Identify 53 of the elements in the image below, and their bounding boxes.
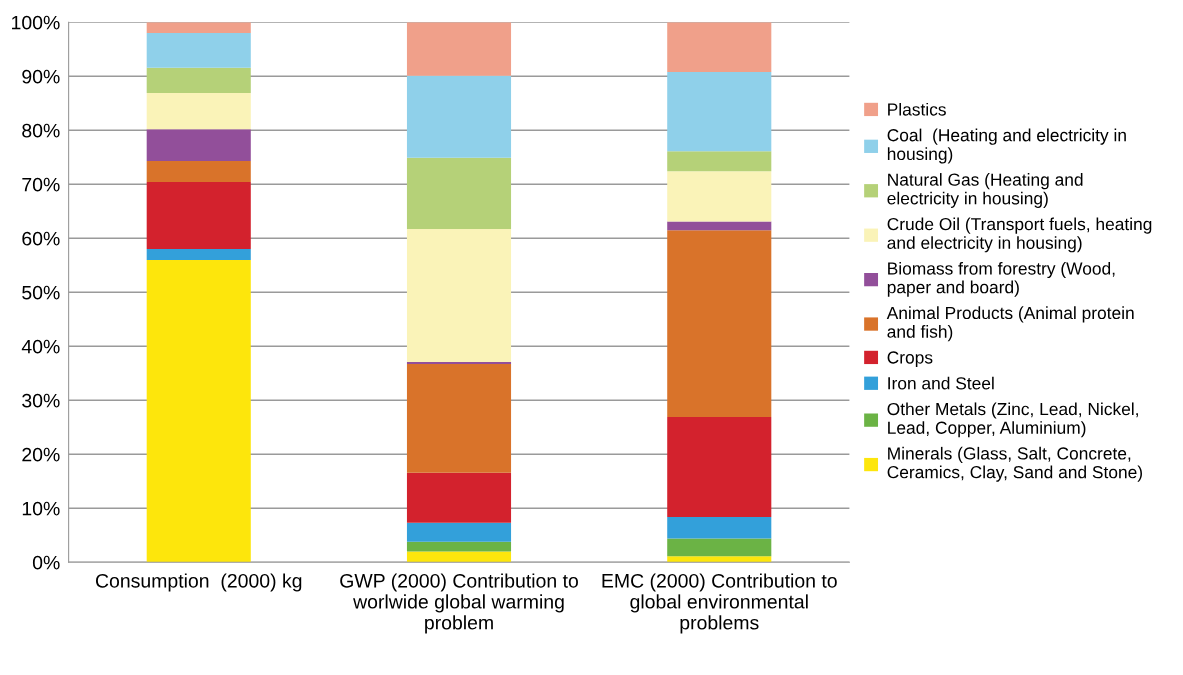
- bar: [146, 93, 251, 130]
- bar: [146, 161, 251, 183]
- x-tick-label: Consumption (2000) kg: [95, 573, 302, 592]
- legend-label: Crude Oil (Transport fuels, heating and electricity in housing): [887, 217, 1152, 253]
- bar: [146, 259, 251, 563]
- bar: [667, 556, 772, 563]
- bar: [406, 22, 512, 76]
- bar: [146, 182, 251, 250]
- bar: [406, 522, 512, 542]
- y-tick-label: 60%: [22, 231, 60, 246]
- bar: [406, 229, 512, 362]
- bar: [406, 551, 512, 563]
- legend-label: Natural Gas (Heating and electricity in housing): [887, 173, 1083, 208]
- legend-label: Minerals (Glass, Salt, Concrete, Ceramics, Clay, Sand and Stone): [887, 446, 1142, 482]
- bar: [146, 249, 251, 260]
- bar: [667, 417, 772, 517]
- legend-label: Iron and Steel: [888, 376, 994, 390]
- bar: [406, 157, 512, 230]
- legend-label: Biomass from forestry (Wood, paper and board): [887, 261, 1115, 297]
- legend-label: Crops: [887, 351, 933, 368]
- y-tick-label: 90%: [22, 69, 60, 84]
- y-tick-label: 40%: [21, 339, 60, 354]
- bar: [406, 472, 512, 523]
- bar: [667, 171, 772, 222]
- bar: [406, 75, 512, 158]
- bar: [146, 129, 251, 162]
- legend-label: Plastics: [888, 102, 946, 116]
- bar: [406, 541, 512, 552]
- y-tick-label: 10%: [22, 501, 60, 516]
- bar: [146, 67, 251, 94]
- y-tick-label: 70%: [22, 177, 60, 192]
- legend-label: Coal (Heating and electricity in housing): [887, 128, 1126, 164]
- y-tick-label: 0%: [32, 555, 60, 570]
- bar: [667, 538, 772, 557]
- x-tick-label: EMC (2000) Contribution to global environmental problems: [602, 573, 837, 634]
- bar: [667, 516, 772, 539]
- bar: [667, 230, 772, 418]
- y-tick-label: 100%: [12, 15, 60, 30]
- y-tick-label: 30%: [22, 393, 60, 408]
- bar: [406, 364, 512, 473]
- y-tick-label: 20%: [22, 447, 60, 462]
- y-tick-label: 50%: [22, 285, 60, 300]
- bar: [667, 151, 772, 172]
- bar: [146, 22, 251, 34]
- bar: [667, 71, 772, 152]
- y-tick-label: 80%: [22, 123, 60, 138]
- bar: [667, 221, 772, 231]
- bar: [667, 22, 772, 72]
- legend-label: Animal Products (Animal protein and fish): [886, 306, 1134, 342]
- bar: [406, 361, 512, 365]
- x-tick-label: GWP (2000) Contribution to worlwide global warming problem: [340, 573, 578, 634]
- bar: [146, 33, 251, 68]
- legend-label: Other Metals (Zinc, Lead, Nickel, Lead, Copper, Aluminium): [887, 402, 1138, 438]
